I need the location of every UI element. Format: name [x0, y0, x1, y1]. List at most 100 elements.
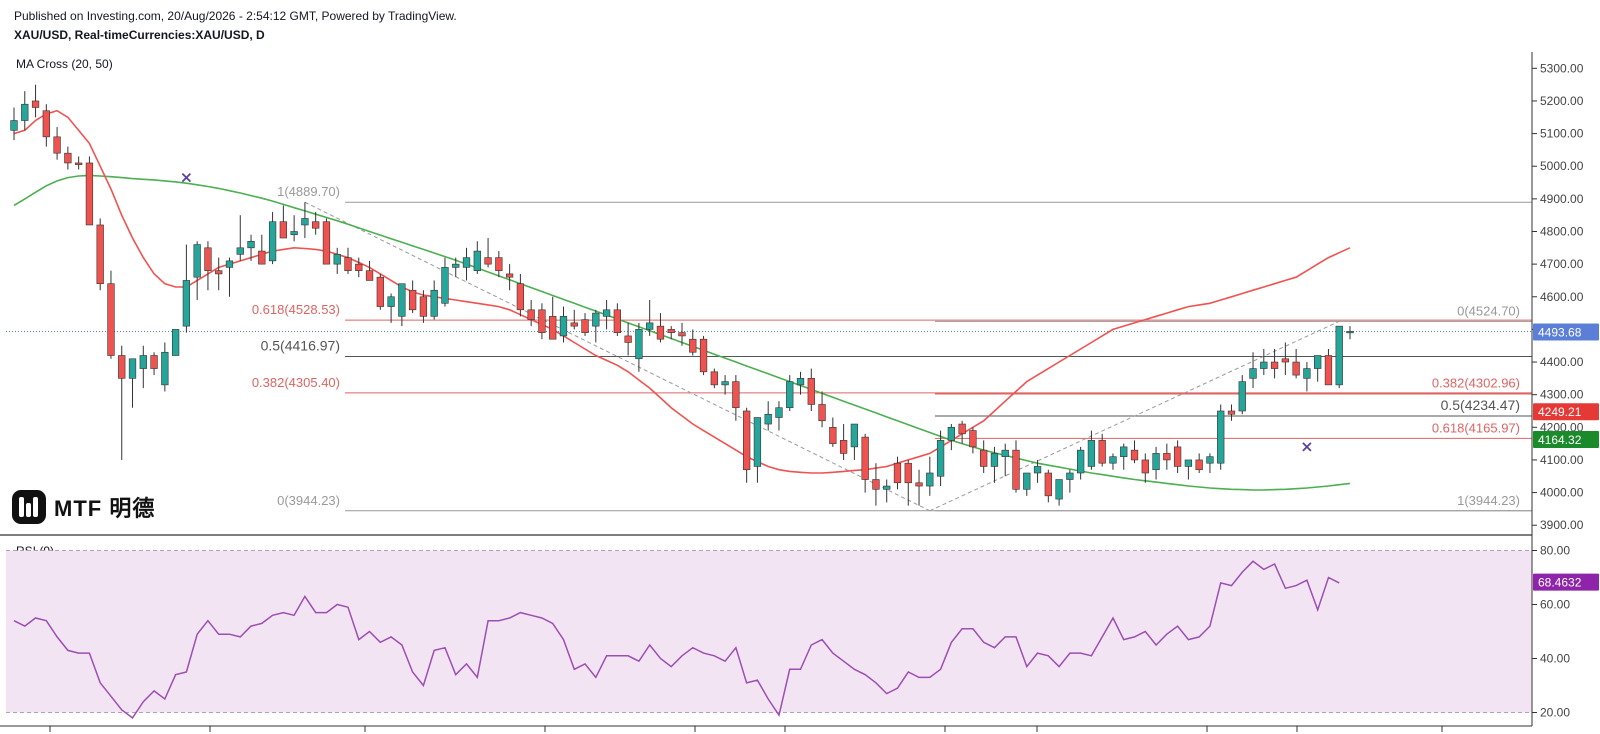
candle-body[interactable]: [85, 162, 94, 226]
candle-body[interactable]: [128, 358, 137, 379]
candle-body[interactable]: [473, 250, 481, 271]
candle-body[interactable]: [796, 378, 805, 386]
candle-body[interactable]: [753, 417, 762, 467]
candle-body[interactable]: [678, 332, 686, 337]
candle-body[interactable]: [1314, 355, 1322, 369]
candle-body[interactable]: [926, 472, 934, 487]
candle-body[interactable]: [42, 110, 50, 138]
candle-body[interactable]: [1109, 456, 1117, 464]
candle-body[interactable]: [861, 436, 869, 480]
candle-body[interactable]: [139, 355, 147, 369]
candle-body[interactable]: [1098, 440, 1106, 464]
candle-body[interactable]: [376, 276, 384, 307]
candle-body[interactable]: [161, 351, 169, 386]
candle-body[interactable]: [1033, 466, 1042, 474]
ma20-tag[interactable]: [1533, 403, 1599, 421]
candle-body[interactable]: [1249, 368, 1257, 379]
candle-body[interactable]: [236, 247, 244, 255]
candle-body[interactable]: [118, 355, 126, 379]
candle-body[interactable]: [1217, 410, 1225, 464]
candle-body[interactable]: [193, 244, 201, 278]
last-price-tag[interactable]: [1533, 323, 1599, 341]
candle-body[interactable]: [344, 257, 352, 271]
candle-body[interactable]: [1346, 331, 1354, 334]
candle-body[interactable]: [1238, 381, 1246, 412]
candle-body[interactable]: [365, 270, 374, 281]
candle-body[interactable]: [1055, 479, 1063, 500]
candle-body[interactable]: [171, 329, 180, 356]
candle-body[interactable]: [10, 120, 18, 131]
candle-body[interactable]: [721, 381, 729, 386]
candle-body[interactable]: [225, 260, 234, 268]
rsi-last-tag[interactable]: [1533, 573, 1599, 591]
candle-body[interactable]: [570, 322, 578, 327]
candle-body[interactable]: [667, 329, 675, 333]
candle-body[interactable]: [355, 263, 363, 271]
candle-body[interactable]: [75, 162, 83, 165]
candle-body[interactable]: [893, 462, 902, 484]
candle-body[interactable]: [1195, 459, 1203, 471]
candle-body[interactable]: [452, 263, 460, 268]
candle-body[interactable]: [872, 479, 880, 490]
candle-body[interactable]: [409, 289, 417, 311]
candle-body[interactable]: [1001, 449, 1009, 457]
candle-body[interactable]: [387, 296, 395, 307]
candle-body[interactable]: [936, 440, 945, 477]
candle-body[interactable]: [258, 250, 266, 265]
candle-body[interactable]: [1077, 449, 1085, 474]
candle-body[interactable]: [204, 247, 212, 271]
candle-body[interactable]: [732, 381, 740, 409]
candle-body[interactable]: [743, 410, 751, 471]
candle-body[interactable]: [559, 316, 568, 337]
candle-body[interactable]: [150, 355, 158, 369]
candle-body[interactable]: [1184, 459, 1193, 467]
candle-body[interactable]: [268, 221, 277, 262]
candle-body[interactable]: [430, 289, 438, 317]
candle-body[interactable]: [947, 427, 955, 441]
candle-body[interactable]: [581, 319, 589, 333]
candle-body[interactable]: [1206, 456, 1214, 464]
candle-body[interactable]: [290, 231, 298, 236]
candle-body[interactable]: [786, 381, 794, 409]
candle-body[interactable]: [764, 413, 772, 425]
candle-body[interactable]: [818, 404, 826, 422]
candle-body[interactable]: [322, 221, 331, 265]
candle-body[interactable]: [775, 407, 783, 418]
candle-body[interactable]: [710, 371, 718, 386]
candle-body[interactable]: [441, 267, 449, 304]
candle-body[interactable]: [1227, 410, 1236, 415]
candle-body[interactable]: [1163, 453, 1171, 461]
candle-body[interactable]: [646, 322, 654, 330]
candle-body[interactable]: [699, 338, 708, 373]
candle-body[interactable]: [419, 296, 428, 317]
candle-body[interactable]: [1335, 325, 1343, 386]
candle-body[interactable]: [915, 482, 923, 487]
candle-body[interactable]: [635, 329, 643, 360]
candle-body[interactable]: [96, 224, 104, 285]
candle-body[interactable]: [592, 312, 600, 327]
candle-body[interactable]: [398, 283, 406, 317]
candle-body[interactable]: [107, 283, 115, 356]
candle-body[interactable]: [31, 100, 40, 108]
candle-body[interactable]: [462, 257, 471, 268]
candle-body[interactable]: [215, 270, 223, 275]
candle-body[interactable]: [1152, 453, 1160, 471]
candle-body[interactable]: [1292, 361, 1300, 376]
candle-body[interactable]: [904, 462, 912, 484]
candle-body[interactable]: [1270, 361, 1279, 369]
candle-body[interactable]: [1324, 355, 1333, 386]
candle-body[interactable]: [969, 430, 977, 448]
ma-cross-label[interactable]: MA Cross (20, 50): [16, 57, 113, 71]
candle-body[interactable]: [850, 423, 859, 448]
candle-body[interactable]: [829, 427, 837, 444]
candle-body[interactable]: [1044, 472, 1052, 497]
candle-body[interactable]: [807, 378, 815, 405]
candle-body[interactable]: [312, 221, 320, 229]
candle-body[interactable]: [958, 423, 966, 435]
candle-body[interactable]: [1141, 459, 1149, 474]
candle-body[interactable]: [64, 152, 72, 164]
candle-body[interactable]: [1012, 449, 1020, 490]
candle-body[interactable]: [516, 283, 525, 311]
candle-body[interactable]: [247, 240, 255, 249]
candle-body[interactable]: [549, 316, 557, 340]
